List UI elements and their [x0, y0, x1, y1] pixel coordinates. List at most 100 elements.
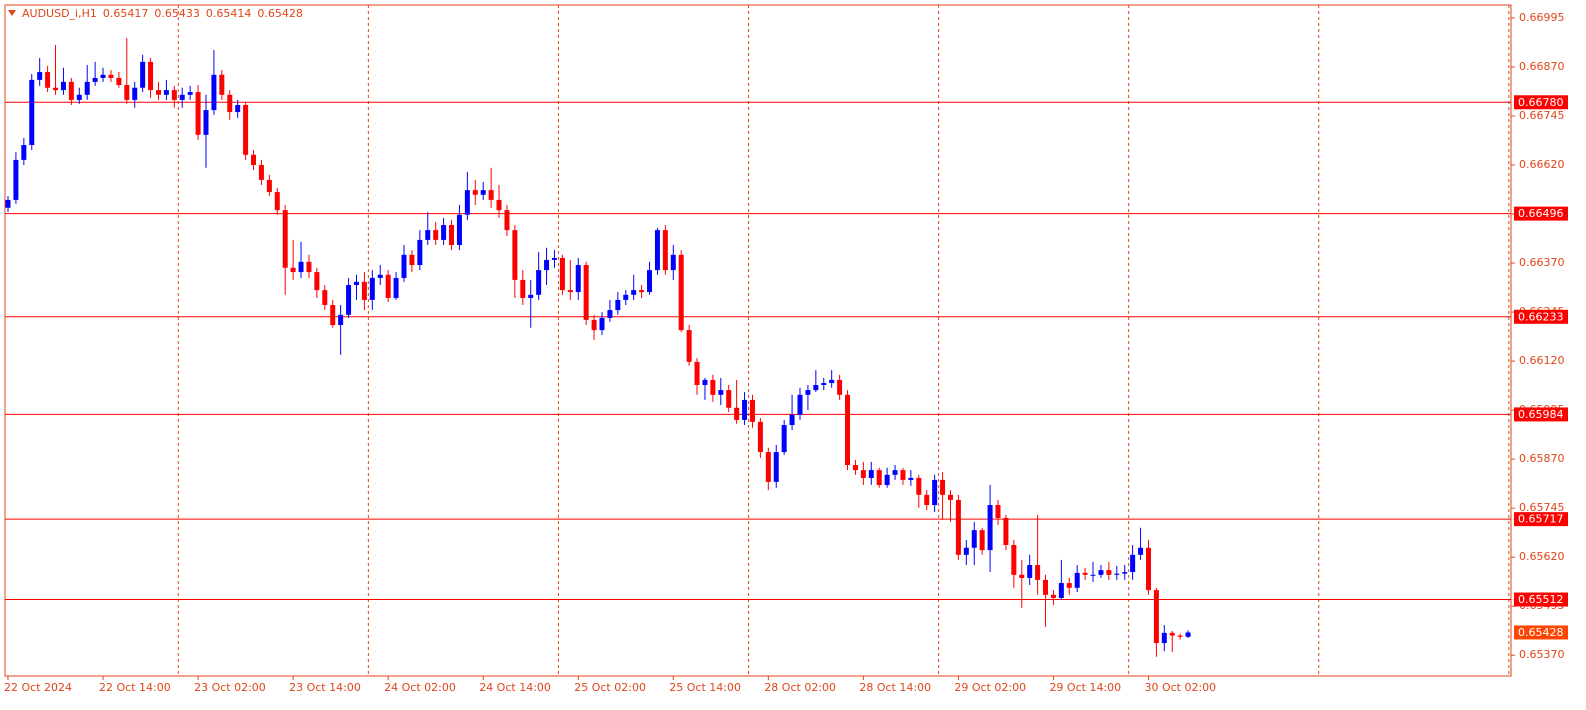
- candle-body: [171, 90, 177, 100]
- candle-body: [979, 530, 985, 551]
- candle-body: [551, 257, 557, 260]
- candle-body: [1185, 632, 1191, 637]
- candle-body: [338, 314, 344, 326]
- x-tick-label: 25 Oct 02:00: [574, 681, 646, 694]
- level-label-box: [1514, 512, 1568, 527]
- candle-body: [647, 270, 653, 293]
- candle-body: [124, 85, 130, 100]
- level-label: 0.65717: [1518, 513, 1564, 526]
- candle-body: [449, 225, 455, 246]
- candle-body: [536, 270, 542, 295]
- x-tick-label: 30 Oct 02:00: [1144, 681, 1216, 694]
- candle-body: [813, 385, 819, 391]
- candle-body: [860, 470, 866, 478]
- level-label-box: [1514, 95, 1568, 110]
- candle-body: [417, 239, 423, 266]
- x-tick-label: 23 Oct 02:00: [194, 681, 266, 694]
- candle-body: [678, 254, 684, 331]
- level-label: 0.66496: [1518, 207, 1564, 220]
- candle-body: [1058, 583, 1064, 598]
- candle-body: [599, 317, 605, 331]
- candle-body: [163, 90, 169, 95]
- candle-body: [781, 425, 787, 453]
- candle-body: [361, 281, 367, 300]
- candle-body: [639, 290, 645, 293]
- candle-body: [726, 390, 732, 408]
- candle-body: [496, 199, 502, 211]
- candle-body: [765, 452, 771, 482]
- level-label-box: [1514, 592, 1568, 607]
- x-tick-label: 29 Oct 14:00: [1049, 681, 1121, 694]
- candle-body: [623, 294, 629, 300]
- candle-body: [29, 79, 35, 146]
- candle-body: [1011, 545, 1017, 575]
- candle-body: [1122, 572, 1128, 574]
- candle-body: [211, 74, 217, 111]
- candle-body: [1074, 572, 1080, 588]
- y-tick-label: 0.66745: [1519, 109, 1565, 122]
- title-marker: [8, 10, 16, 16]
- candle-body: [1090, 574, 1096, 576]
- candle-body: [480, 190, 486, 195]
- candle-body: [757, 421, 763, 453]
- candle-body: [971, 530, 977, 548]
- candle-body: [274, 192, 280, 211]
- candle-body: [1106, 570, 1112, 575]
- candle-body: [108, 74, 114, 78]
- candle-body: [940, 479, 946, 495]
- candle-body: [718, 390, 724, 395]
- candle-body: [1082, 572, 1088, 575]
- candle-body: [544, 259, 550, 271]
- candle-body: [282, 210, 288, 268]
- candle-body: [662, 230, 668, 271]
- candle-body: [433, 230, 439, 240]
- x-tick-label: 28 Oct 14:00: [859, 681, 931, 694]
- x-tick-label: 22 Oct 14:00: [99, 681, 171, 694]
- candle-body: [1130, 554, 1136, 573]
- candle-body: [995, 505, 1001, 518]
- candle-body: [884, 474, 890, 486]
- candle-body: [1169, 632, 1175, 636]
- candle-body: [607, 310, 613, 318]
- candle-body: [955, 499, 961, 555]
- candle-body: [140, 61, 146, 88]
- title-low: 0.65414: [206, 7, 252, 20]
- candle-body: [53, 87, 59, 91]
- x-tick-label: 23 Oct 14:00: [289, 681, 361, 694]
- y-tick-label: 0.65370: [1519, 648, 1565, 661]
- candle-body: [45, 72, 51, 88]
- candle-body: [92, 77, 98, 82]
- candle-body: [258, 165, 264, 180]
- candle-body: [425, 230, 431, 240]
- candle-body: [472, 190, 478, 195]
- candle-body: [1066, 583, 1072, 588]
- candle-body: [37, 72, 43, 80]
- candle-body: [559, 257, 565, 291]
- candle-body: [401, 254, 407, 278]
- chart-title: AUDUSD_i,H1 0.65417 0.65433 0.65414 0.65428: [22, 7, 303, 20]
- candle-body: [1003, 517, 1009, 546]
- candle-body: [845, 394, 851, 466]
- candle-body: [1161, 632, 1167, 644]
- candle-body: [76, 94, 82, 100]
- y-tick-label: 0.65620: [1519, 550, 1565, 563]
- candle-body: [298, 261, 304, 273]
- candle-body: [148, 61, 154, 91]
- candle-body: [837, 379, 843, 395]
- candle-body: [203, 110, 209, 135]
- candle-body: [195, 92, 201, 135]
- candle-body: [5, 199, 11, 208]
- candle-body: [615, 299, 621, 311]
- candle-body: [441, 225, 447, 240]
- candle-body: [892, 470, 898, 475]
- y-tick-label: 0.66620: [1519, 158, 1565, 171]
- candle-body: [1098, 570, 1104, 575]
- x-tick-label: 29 Oct 02:00: [954, 681, 1026, 694]
- candle-body: [947, 494, 953, 500]
- candle-body: [876, 470, 882, 486]
- y-tick-label: 0.65745: [1519, 501, 1565, 514]
- candle-body: [805, 390, 811, 395]
- candle-body: [306, 261, 312, 273]
- title-high: 0.65433: [154, 7, 200, 20]
